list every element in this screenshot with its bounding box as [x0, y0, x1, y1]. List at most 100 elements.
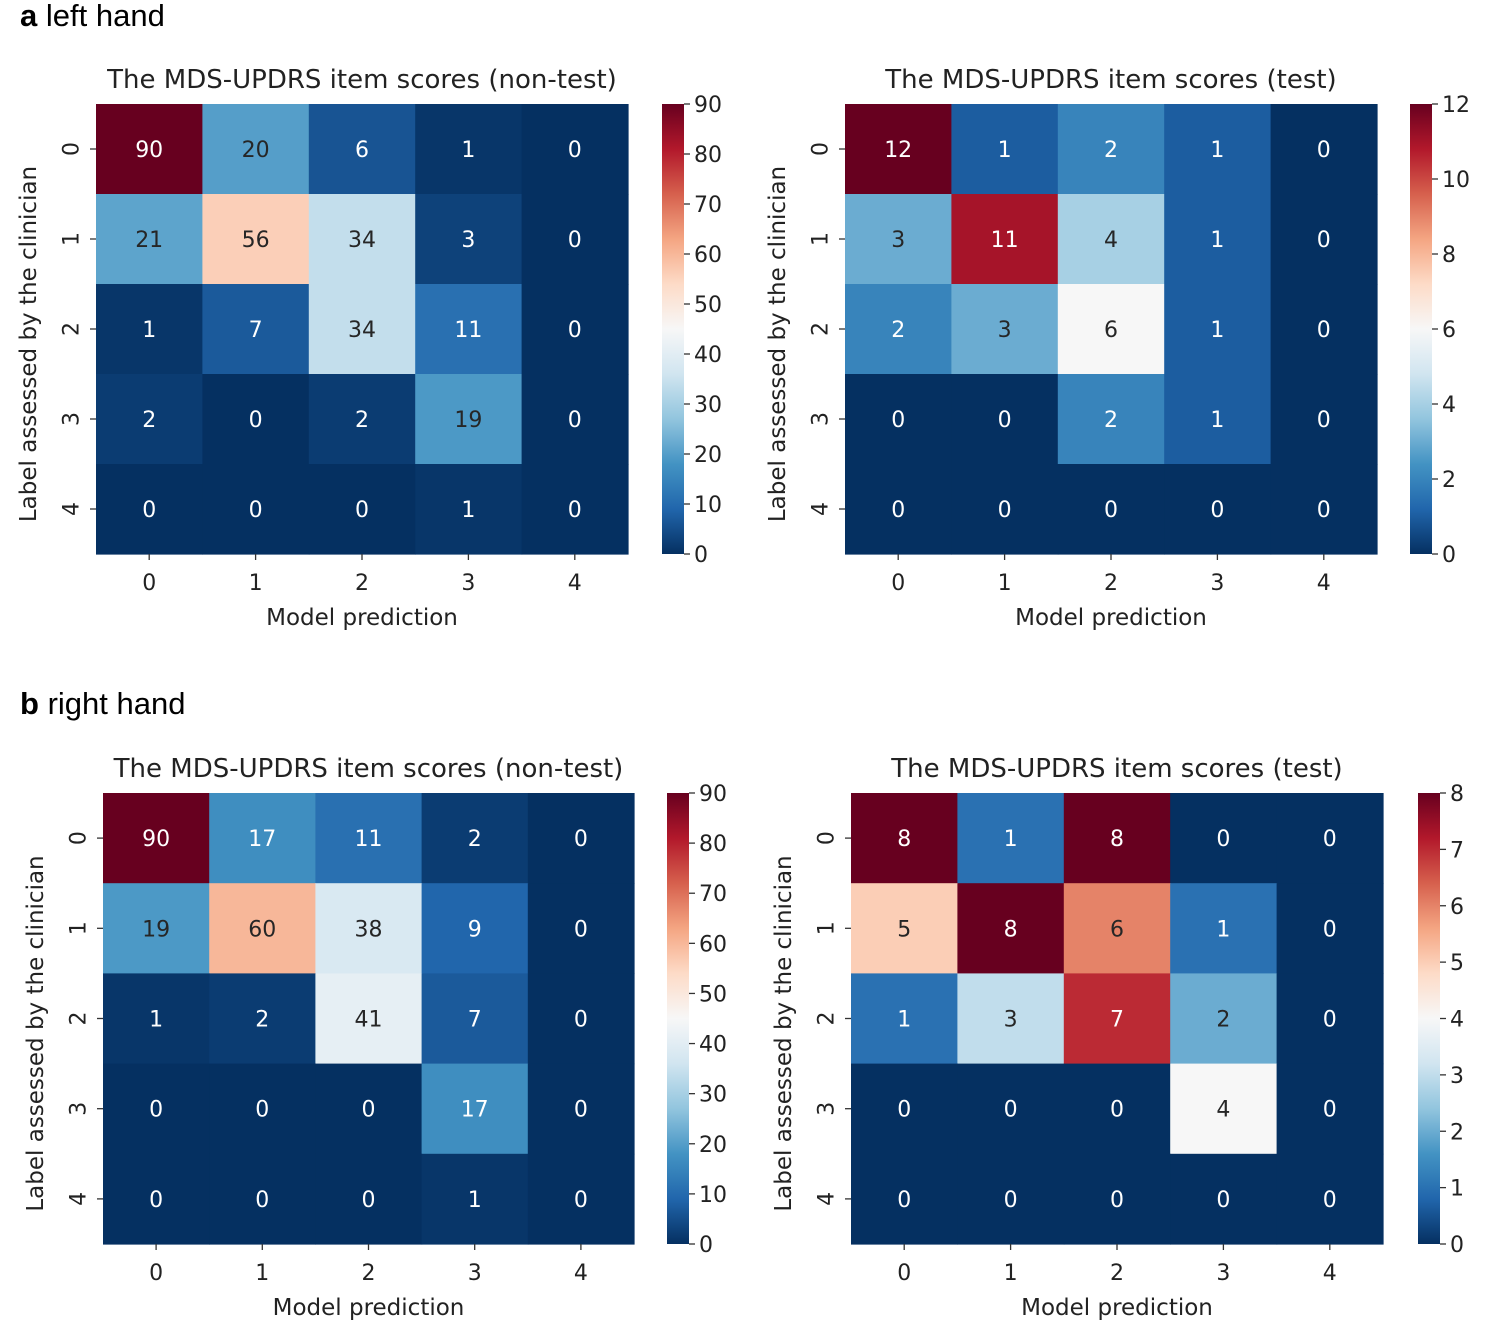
- colorbar-tick-label: 30: [699, 1083, 727, 1108]
- heatmap-cell: [103, 1153, 210, 1245]
- heatmap-cell: [209, 1063, 316, 1155]
- heatmap-cell: [957, 973, 1065, 1065]
- x-tick-label: 0: [897, 1261, 911, 1286]
- heatmap-cell: [315, 973, 423, 1065]
- cell-value-label: 0: [897, 1098, 911, 1123]
- heatmap-cell: [202, 374, 310, 465]
- heatmap-cell: [527, 793, 635, 884]
- colorbar-tick-label: 5: [1450, 951, 1464, 976]
- cell-value-label: 8: [1004, 917, 1018, 942]
- cell-value-label: 0: [362, 1188, 376, 1213]
- x-tick-label: 2: [362, 1261, 376, 1286]
- heatmap-cell: [1063, 1063, 1171, 1155]
- y-tick-label: 0: [60, 142, 85, 156]
- x-tick-label: 3: [461, 571, 475, 596]
- y-tick-label: 4: [815, 1192, 840, 1206]
- colorbar-tick-label: 10: [699, 1183, 727, 1208]
- colorbar-tick-label: 0: [1442, 543, 1456, 568]
- heatmap-cell: [1164, 374, 1272, 465]
- heatmap-cell: [1164, 284, 1272, 375]
- heatmap-cell: [521, 284, 629, 375]
- cell-value-label: 11: [355, 827, 383, 852]
- heatmap-cell: [521, 194, 629, 285]
- cell-value-label: 2: [355, 408, 369, 433]
- cell-value-label: 90: [135, 138, 163, 163]
- cell-value-label: 1: [1216, 917, 1230, 942]
- cell-value-label: 0: [1323, 917, 1337, 942]
- cell-value-label: 34: [348, 318, 376, 343]
- y-tick-label: 2: [67, 1012, 92, 1026]
- y-tick-label: 2: [809, 322, 834, 336]
- y-tick-label: 0: [815, 831, 840, 845]
- cell-value-label: 20: [242, 138, 270, 163]
- y-tick-label: 2: [815, 1012, 840, 1026]
- cell-value-label: 0: [1110, 1098, 1124, 1123]
- heatmap-cell: [308, 194, 416, 285]
- heatmap-cell: [1063, 793, 1171, 884]
- colorbar-tick-label: 20: [694, 443, 722, 468]
- colorbar-tick-label: 4: [1442, 393, 1456, 418]
- colorbar-tick-label: 0: [694, 543, 708, 568]
- heatmap-cell: [527, 883, 635, 974]
- heatmap-cell: [308, 464, 416, 555]
- cell-value-label: 3: [998, 318, 1012, 343]
- colorbar-tick-label: 90: [699, 782, 727, 807]
- cell-value-label: 38: [355, 917, 383, 942]
- cell-value-label: 17: [461, 1098, 489, 1123]
- cell-value-label: 6: [355, 138, 369, 163]
- x-tick-label: 3: [1216, 1261, 1230, 1286]
- cell-value-label: 1: [1004, 827, 1018, 852]
- heatmap-cell: [851, 793, 958, 884]
- heatmap-cell: [421, 973, 529, 1065]
- cell-value-label: 2: [1104, 138, 1118, 163]
- heatmap-cell: [96, 104, 203, 195]
- cell-value-label: 0: [1210, 498, 1224, 523]
- cell-value-label: 7: [249, 318, 263, 343]
- cell-value-label: 0: [1216, 1188, 1230, 1213]
- heatmap-cell: [96, 374, 203, 465]
- heatmap-cell: [527, 1063, 635, 1155]
- heatmap-cell: [1270, 194, 1378, 285]
- heatmap-cell: [845, 464, 952, 555]
- heatmap-cell: [1270, 464, 1378, 555]
- cell-value-label: 8: [897, 827, 911, 852]
- colorbar-tick-label: 2: [1450, 1120, 1464, 1145]
- heatmap-cell: [308, 104, 416, 195]
- cell-value-label: 17: [248, 827, 276, 852]
- heatmap-cell: [209, 1153, 316, 1245]
- heatmap-cell: [951, 464, 1059, 555]
- cell-value-label: 2: [891, 318, 905, 343]
- heatmap-cell: [521, 104, 629, 195]
- heatmap-cell: [1170, 973, 1278, 1065]
- cell-value-label: 0: [568, 498, 582, 523]
- heatmap-cell: [1270, 104, 1378, 195]
- colorbar-tick-label: 60: [699, 932, 727, 957]
- cell-value-label: 60: [248, 917, 276, 942]
- cell-value-label: 0: [891, 498, 905, 523]
- chart-title: The MDS-UPDRS item scores (non-test): [106, 65, 617, 95]
- heatmap-cell: [103, 883, 210, 974]
- section-letter: b: [20, 686, 39, 721]
- heatmap-cell: [851, 1153, 958, 1245]
- cell-value-label: 0: [574, 827, 588, 852]
- cell-value-label: 1: [142, 318, 156, 343]
- heatmap-cell: [845, 374, 952, 465]
- x-tick-label: 3: [468, 1261, 482, 1286]
- y-tick-label: 4: [60, 502, 85, 516]
- cell-value-label: 0: [897, 1188, 911, 1213]
- cell-value-label: 56: [242, 228, 270, 253]
- heatmap-cell: [1276, 883, 1384, 974]
- cell-value-label: 6: [1110, 917, 1124, 942]
- heatmap-cell: [209, 883, 316, 974]
- colorbar-tick-label: 50: [694, 293, 722, 318]
- x-tick-label: 0: [891, 571, 905, 596]
- colorbar-tick-label: 2: [1442, 468, 1456, 493]
- cell-value-label: 0: [1216, 827, 1230, 852]
- cell-value-label: 1: [461, 138, 475, 163]
- heatmap-cell: [1164, 464, 1272, 555]
- colorbar-tick-label: 80: [699, 832, 727, 857]
- cell-value-label: 4: [1216, 1098, 1230, 1123]
- cell-value-label: 0: [574, 917, 588, 942]
